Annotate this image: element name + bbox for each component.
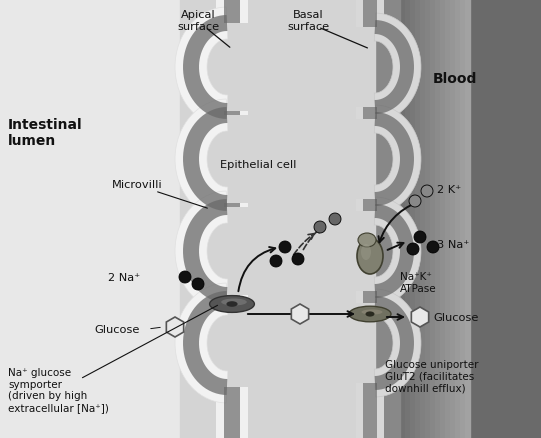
Circle shape xyxy=(427,241,439,254)
Circle shape xyxy=(292,254,304,265)
Ellipse shape xyxy=(361,244,371,261)
Bar xyxy=(224,204,240,208)
Bar xyxy=(405,0,410,438)
Bar xyxy=(460,0,465,438)
Polygon shape xyxy=(375,297,414,390)
Polygon shape xyxy=(375,113,414,207)
Bar xyxy=(375,0,380,438)
Polygon shape xyxy=(411,307,428,327)
Bar xyxy=(390,0,395,438)
Bar xyxy=(356,291,384,303)
Ellipse shape xyxy=(226,301,237,307)
Bar xyxy=(216,0,248,24)
Text: Glucose uniporter
GluT2 (facilitates
downhill efflux): Glucose uniporter GluT2 (facilitates dow… xyxy=(385,359,478,392)
Bar xyxy=(180,0,375,438)
Polygon shape xyxy=(183,16,227,120)
Circle shape xyxy=(409,195,421,208)
Bar xyxy=(465,0,470,438)
Bar xyxy=(425,0,430,438)
Text: 2 K⁺: 2 K⁺ xyxy=(437,184,461,194)
Bar xyxy=(216,112,248,116)
Bar xyxy=(356,0,384,28)
Circle shape xyxy=(270,255,282,267)
Bar xyxy=(363,383,377,438)
Text: 3 Na⁺: 3 Na⁺ xyxy=(437,240,470,249)
Ellipse shape xyxy=(361,310,382,315)
Polygon shape xyxy=(374,198,421,305)
Bar xyxy=(363,0,377,28)
Text: 2 Na⁺: 2 Na⁺ xyxy=(108,272,140,283)
Text: Glucose: Glucose xyxy=(433,312,478,322)
Circle shape xyxy=(329,213,341,226)
Bar xyxy=(410,0,415,438)
Text: Basal
surface: Basal surface xyxy=(287,10,329,32)
Bar xyxy=(415,0,420,438)
Ellipse shape xyxy=(357,238,383,274)
Circle shape xyxy=(421,186,433,198)
Bar xyxy=(370,0,541,438)
Text: Na⁺ glucose
symporter
(driven by high
extracellular [Na⁺]): Na⁺ glucose symporter (driven by high ex… xyxy=(8,367,109,412)
Circle shape xyxy=(179,272,191,283)
Text: Blood: Blood xyxy=(433,72,477,86)
Polygon shape xyxy=(374,14,421,122)
Bar xyxy=(224,112,240,116)
Bar xyxy=(385,0,390,438)
Bar xyxy=(363,200,377,212)
Polygon shape xyxy=(175,191,228,311)
Bar xyxy=(363,291,377,303)
Text: Na⁺K⁺
ATPase: Na⁺K⁺ ATPase xyxy=(400,272,437,293)
Bar xyxy=(356,108,384,120)
Ellipse shape xyxy=(349,307,391,322)
Text: Microvilli: Microvilli xyxy=(112,180,163,190)
Bar xyxy=(450,0,455,438)
Circle shape xyxy=(414,231,426,244)
Bar xyxy=(445,0,450,438)
Circle shape xyxy=(192,279,204,290)
Bar xyxy=(224,295,240,299)
Ellipse shape xyxy=(366,312,374,317)
Bar xyxy=(400,0,405,438)
Polygon shape xyxy=(175,100,228,219)
Ellipse shape xyxy=(221,299,247,306)
Bar xyxy=(0,0,180,438)
Bar xyxy=(216,204,248,208)
Polygon shape xyxy=(175,283,228,403)
Bar xyxy=(216,387,248,438)
Polygon shape xyxy=(183,200,227,303)
Bar xyxy=(370,0,375,438)
Text: Intestinal
lumen: Intestinal lumen xyxy=(8,118,83,148)
Polygon shape xyxy=(374,290,421,397)
Text: Glucose: Glucose xyxy=(95,324,140,334)
Bar xyxy=(356,200,384,212)
Polygon shape xyxy=(374,106,421,213)
Bar xyxy=(380,0,385,438)
Bar xyxy=(395,0,400,438)
Circle shape xyxy=(279,241,291,254)
Ellipse shape xyxy=(209,296,254,313)
Polygon shape xyxy=(292,304,309,324)
Polygon shape xyxy=(375,205,414,298)
Polygon shape xyxy=(183,108,227,212)
Bar xyxy=(224,387,240,438)
Bar xyxy=(363,108,377,120)
Text: Apical
surface: Apical surface xyxy=(177,10,219,32)
Bar xyxy=(435,0,440,438)
Ellipse shape xyxy=(358,233,376,247)
Bar xyxy=(356,383,384,438)
Bar xyxy=(216,295,248,299)
Bar xyxy=(370,0,400,438)
Bar xyxy=(430,0,435,438)
Polygon shape xyxy=(375,21,414,115)
Bar xyxy=(455,0,460,438)
Circle shape xyxy=(407,244,419,255)
Text: Epithelial cell: Epithelial cell xyxy=(220,159,296,170)
Circle shape xyxy=(314,222,326,233)
Polygon shape xyxy=(183,291,227,395)
Bar xyxy=(420,0,425,438)
Bar xyxy=(224,0,240,24)
Polygon shape xyxy=(166,317,183,337)
Bar xyxy=(440,0,445,438)
Polygon shape xyxy=(175,8,228,128)
